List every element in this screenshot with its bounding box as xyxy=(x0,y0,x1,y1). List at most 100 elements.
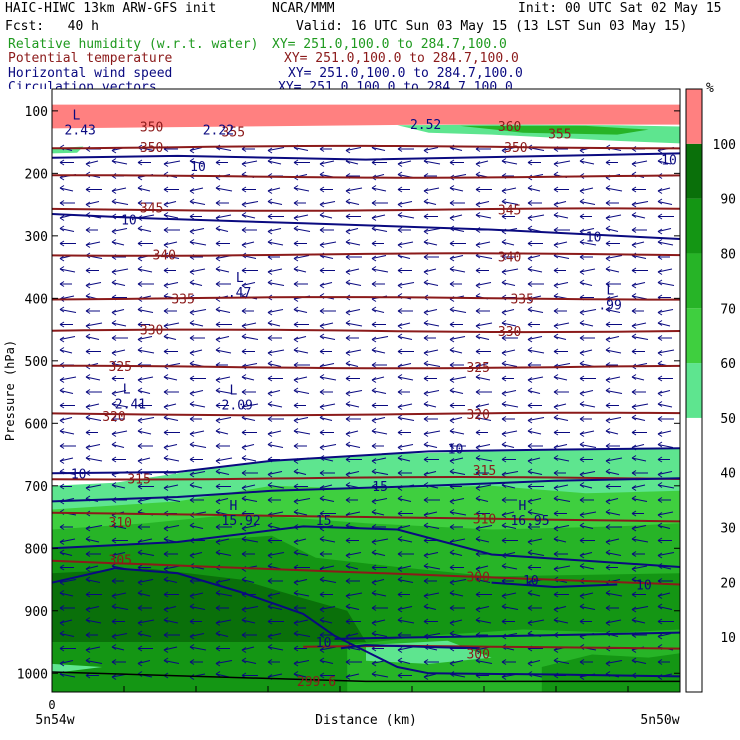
vector-arrowhead xyxy=(657,375,663,382)
wind-vector xyxy=(475,565,489,570)
extremum-value: 2.52 xyxy=(410,118,441,133)
vector-arrowhead xyxy=(397,606,403,613)
vector-arrowhead xyxy=(553,617,559,623)
vector-arrowhead xyxy=(397,470,403,476)
extremum-value: 2.09 xyxy=(222,399,253,414)
vector-arrowhead xyxy=(657,309,663,316)
vector-arrowhead xyxy=(319,404,325,410)
wind-vector xyxy=(475,525,493,529)
vector-arrowhead xyxy=(449,321,455,328)
wind-vector xyxy=(423,606,437,610)
vector-arrowhead xyxy=(59,159,65,166)
wind-vector xyxy=(423,282,439,286)
vector-arrowhead xyxy=(59,549,65,556)
vector-arrowhead xyxy=(371,306,377,313)
vector-arrowhead xyxy=(605,225,611,232)
wind-vector xyxy=(215,619,232,624)
wind-vector xyxy=(475,160,489,165)
rh-region xyxy=(378,579,492,599)
wind-label: 10 xyxy=(586,230,602,245)
vector-arrowhead xyxy=(215,458,221,464)
wind-vector xyxy=(605,471,620,475)
wind-vector xyxy=(345,430,359,435)
wind-vector xyxy=(553,336,567,340)
wind-vector xyxy=(397,538,413,543)
wind-vector xyxy=(215,538,230,543)
vector-arrowhead xyxy=(319,657,325,664)
wind-vector xyxy=(657,349,675,354)
wind-vector xyxy=(111,187,127,192)
wind-vector xyxy=(189,592,204,597)
wind-vector xyxy=(501,349,516,354)
wind-vector xyxy=(397,444,414,448)
vector-arrowhead xyxy=(241,536,247,542)
vector-arrowhead xyxy=(137,306,143,313)
vector-arrowhead xyxy=(423,618,429,625)
wind-vector xyxy=(475,241,491,246)
vector-arrowhead xyxy=(215,266,221,272)
wind-vector xyxy=(553,525,570,529)
vector-arrowhead xyxy=(189,390,195,397)
wind-vector xyxy=(423,444,438,448)
colorbar-band xyxy=(686,198,702,254)
wind-vector xyxy=(215,660,233,664)
wind-vector xyxy=(501,403,519,408)
wind-vector xyxy=(111,282,126,286)
vector-arrowhead xyxy=(189,147,195,154)
extremum-value: 2.43 xyxy=(65,124,96,139)
vector-arrowhead xyxy=(163,485,169,491)
vector-arrowhead xyxy=(605,347,611,353)
wind-vector xyxy=(371,430,388,435)
wind-vector xyxy=(475,255,493,259)
wind-vector xyxy=(423,160,441,165)
wind-vector xyxy=(527,309,544,313)
contour-labels: 350 355 350 350 360 355 345 345 340 340 335 335 330 3… xyxy=(65,109,677,690)
wind-vector xyxy=(293,336,307,340)
theta-label: 350 xyxy=(140,120,163,135)
vector-arrowhead xyxy=(605,200,611,206)
vector-arrowhead xyxy=(189,416,195,422)
wind-vector xyxy=(553,214,569,219)
extremum-value: 2.22 xyxy=(203,124,234,139)
wind-vector xyxy=(85,201,100,205)
vector-arrowhead xyxy=(579,416,585,422)
vector-arrowhead xyxy=(137,266,143,272)
vector-arrowhead xyxy=(59,458,65,464)
vector-arrowhead xyxy=(293,428,299,434)
vector-arrowhead xyxy=(241,333,247,340)
vector-arrowhead xyxy=(215,402,221,409)
vector-arrowhead xyxy=(189,618,195,625)
vector-arrowhead xyxy=(631,374,637,380)
vector-arrowhead xyxy=(59,443,65,449)
wind-vector xyxy=(345,309,361,313)
theta-label: 300 xyxy=(466,570,489,585)
vector-arrowhead xyxy=(553,389,559,395)
wind-vector xyxy=(189,633,205,637)
wind-vector xyxy=(345,147,362,151)
terrain-line xyxy=(52,671,680,683)
wind-vector xyxy=(657,201,673,205)
vector-arrowhead xyxy=(319,576,325,583)
wind-vector xyxy=(553,282,569,286)
vector-arrowhead xyxy=(293,347,299,353)
x-left-label: 5n54w xyxy=(35,713,74,728)
vector-arrowhead xyxy=(527,377,533,383)
vector-arrowhead xyxy=(371,336,377,343)
wind-vector xyxy=(397,363,412,367)
vector-arrowhead xyxy=(423,360,429,367)
vector-arrowhead xyxy=(111,603,117,610)
vector-arrowhead xyxy=(163,536,169,542)
vector-arrowhead xyxy=(85,429,91,436)
wind-vector xyxy=(527,498,542,502)
wind-label: 10 xyxy=(121,214,137,229)
vector-arrowhead xyxy=(631,242,637,248)
theta-label: 350 xyxy=(140,141,163,156)
vector-arrowhead xyxy=(449,458,455,464)
wind-vector xyxy=(319,619,333,624)
vector-arrowhead xyxy=(267,552,273,559)
vector-arrowhead xyxy=(319,242,325,248)
vector-arrowhead xyxy=(553,657,559,664)
vector-arrowhead xyxy=(189,603,195,610)
vector-arrowhead xyxy=(501,350,507,356)
vector-arrowhead xyxy=(397,414,403,421)
